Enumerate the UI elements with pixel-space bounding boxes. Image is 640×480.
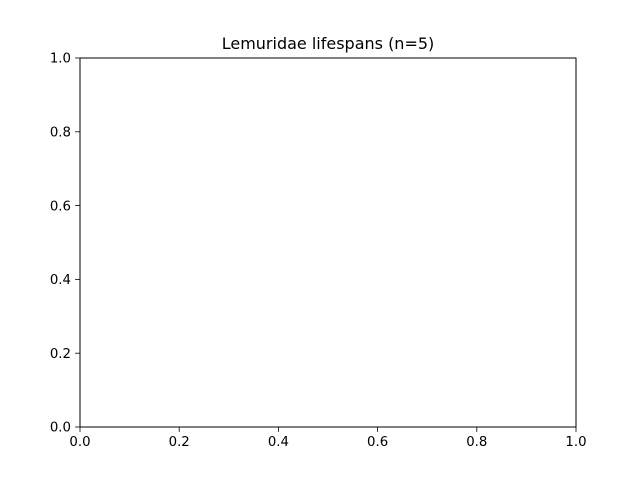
x-tick-label: 1.0 [565, 435, 586, 450]
y-tick-label: 0.6 [50, 199, 71, 214]
y-tick-label: 0.0 [50, 421, 71, 436]
y-tick-label: 1.0 [50, 52, 71, 67]
x-tick-label: 0.2 [169, 435, 190, 450]
x-tick-label: 0.8 [466, 435, 487, 450]
x-axis: 0.0 0.2 0.4 0.6 0.8 1.0 [69, 427, 587, 450]
x-tick-label: 0.4 [268, 435, 289, 450]
y-tick-label: 0.4 [50, 273, 71, 288]
axes-frame [79, 57, 577, 428]
x-tick-label: 0.0 [69, 435, 90, 450]
x-tick-label: 0.6 [367, 435, 388, 450]
y-tick-label: 0.2 [50, 347, 71, 362]
y-tick-label: 0.8 [50, 126, 71, 141]
chart-title: Lemuridae lifespans (n=5) [222, 34, 435, 53]
y-axis: 0.0 0.2 0.4 0.6 0.8 1.0 [50, 52, 80, 436]
plot-area [80, 58, 576, 427]
